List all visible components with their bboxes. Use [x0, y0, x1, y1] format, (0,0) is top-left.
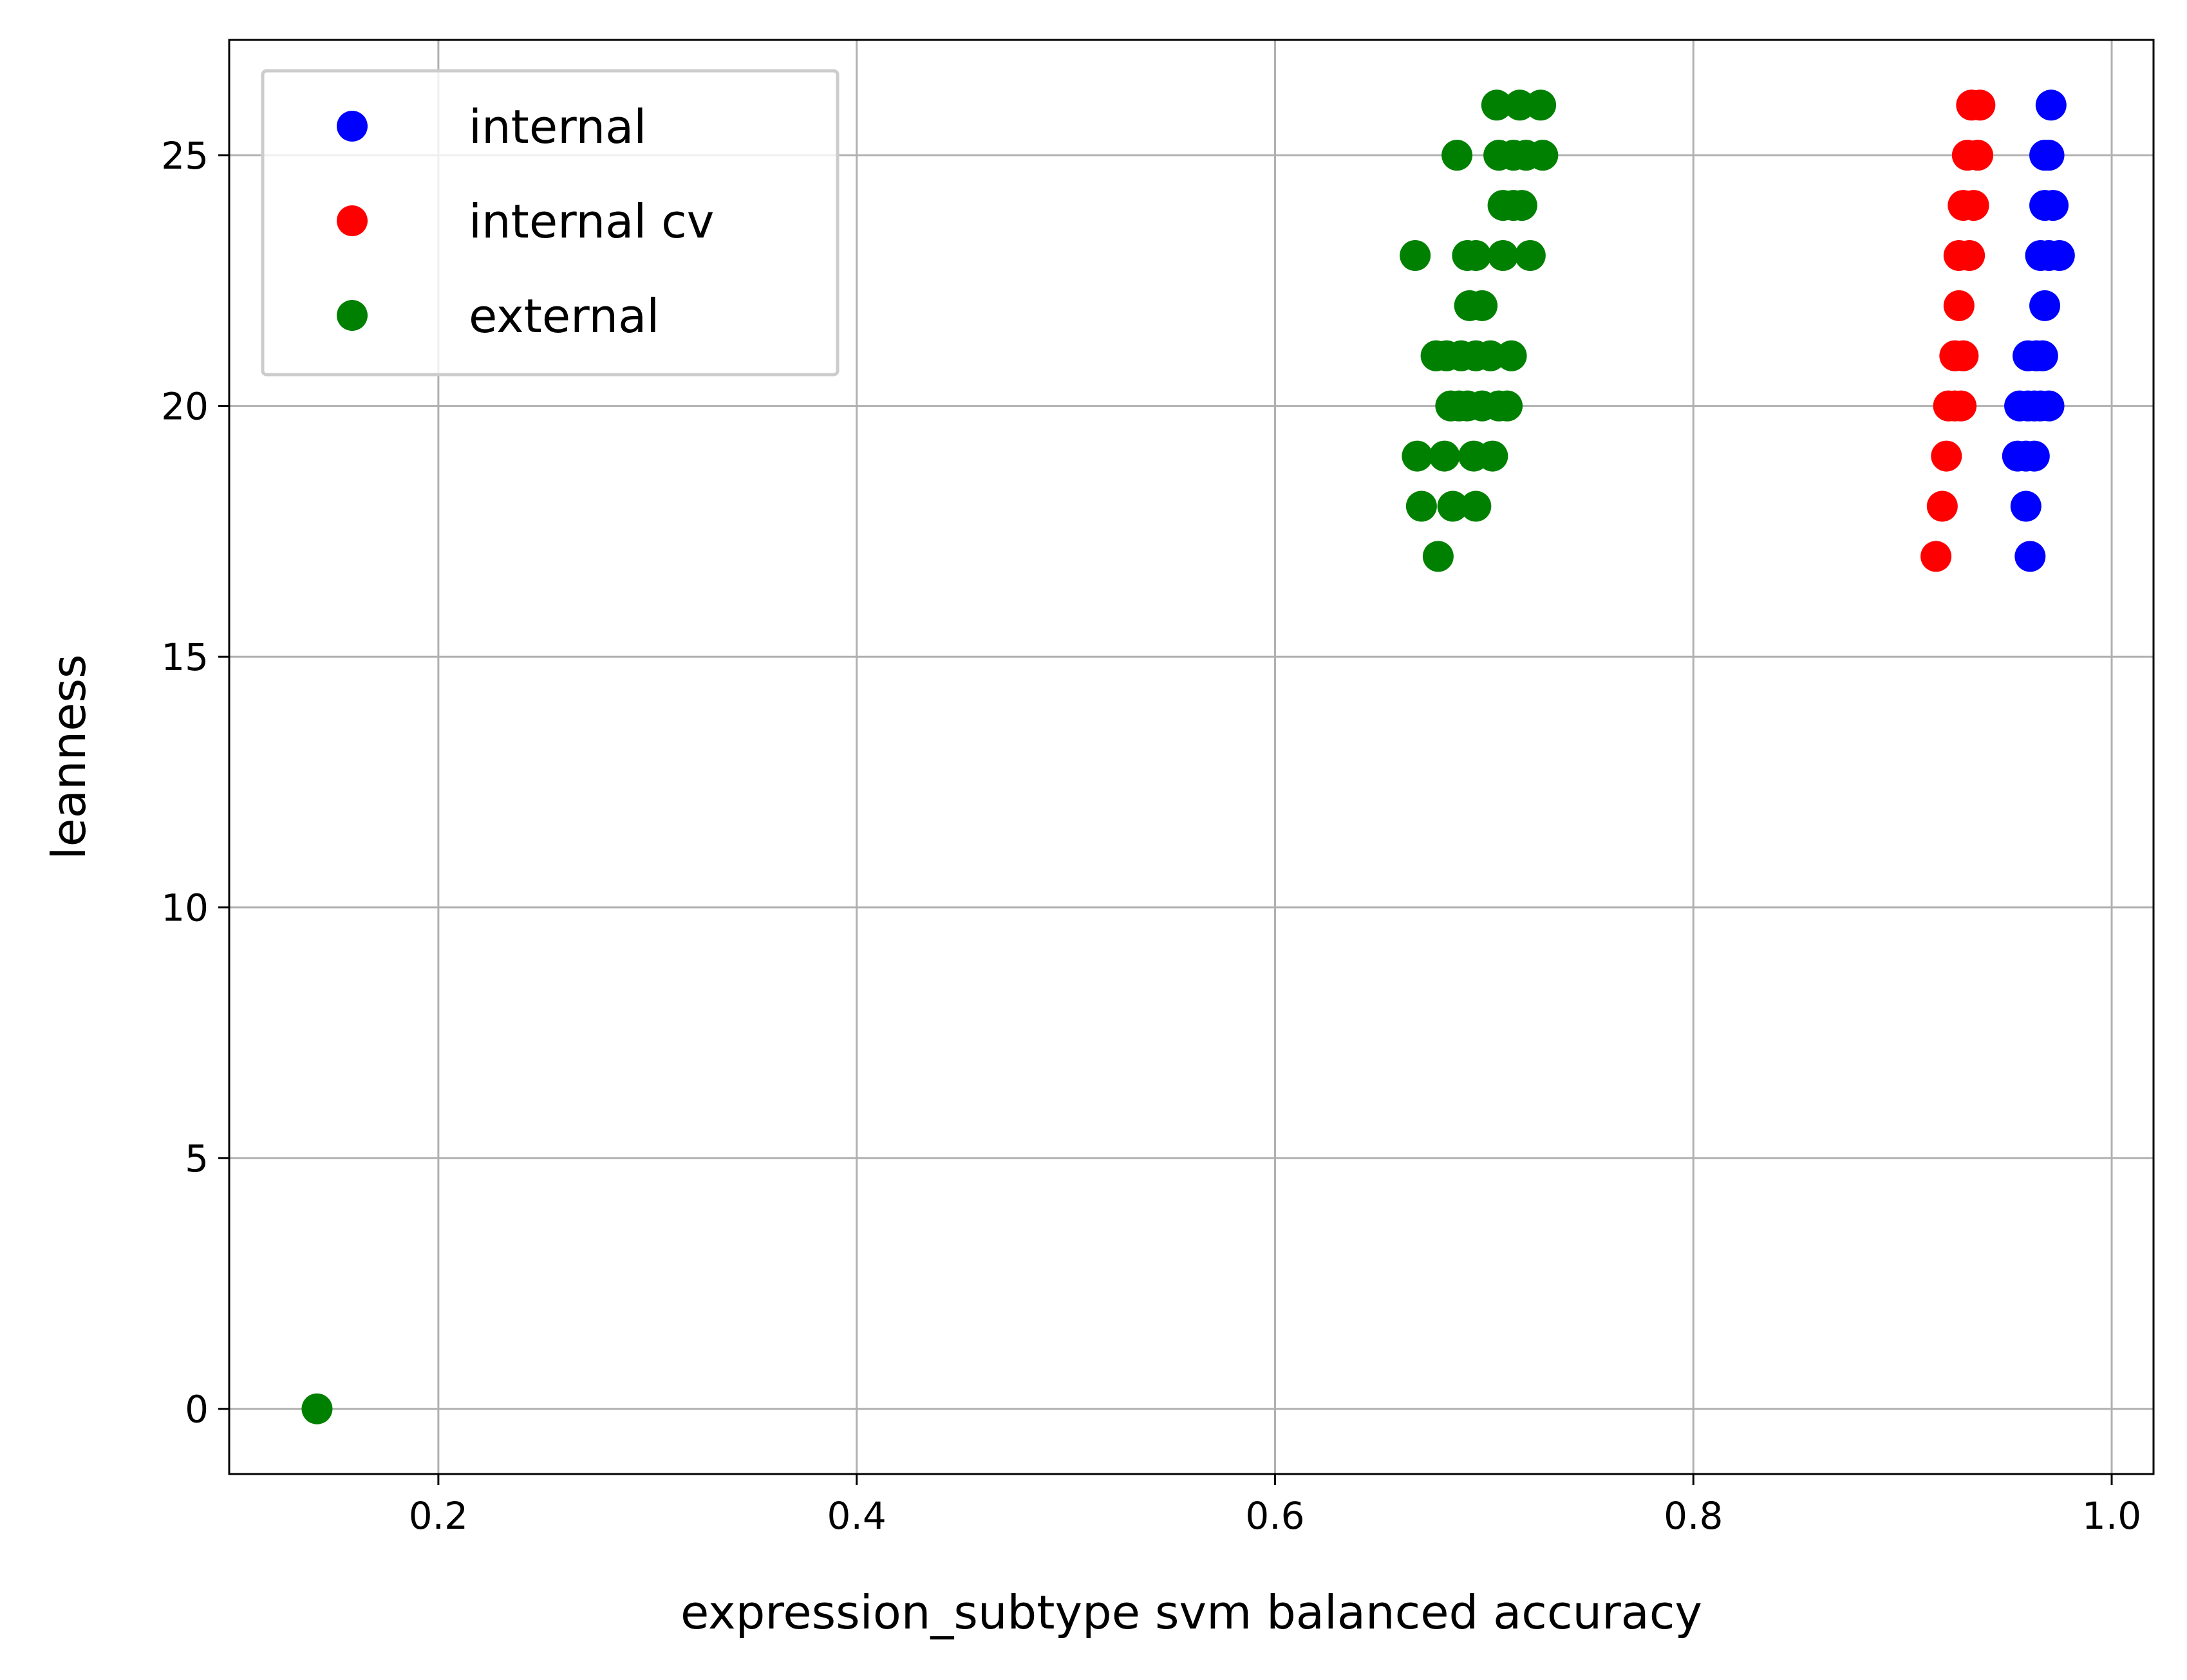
legend-label-internal-cv: internal cv [469, 194, 714, 248]
data-point [301, 1393, 333, 1424]
data-point [1962, 140, 1994, 171]
data-points [301, 89, 2075, 1424]
legend-label-external: external [469, 289, 659, 343]
y-tick-label: 25 [161, 134, 209, 178]
plot-frame [228, 39, 2155, 1475]
data-point [1958, 190, 1989, 221]
data-point [2014, 541, 2046, 572]
legend-marker-internal [337, 111, 368, 142]
legend-marker-internal-cv [337, 205, 368, 236]
legend-box [261, 69, 840, 377]
data-point [1954, 239, 1985, 271]
data-point [2027, 340, 2058, 371]
data-point [1514, 239, 1546, 271]
x-tick-label: 0.4 [827, 1494, 887, 1538]
data-point [1920, 541, 1952, 572]
data-point [1422, 541, 1454, 572]
data-point [2033, 140, 2065, 171]
data-point [2010, 490, 2042, 522]
data-point [2038, 190, 2069, 221]
data-point [1506, 190, 1537, 221]
data-point [1525, 89, 1557, 121]
data-point [1460, 490, 1492, 522]
grid [229, 40, 2154, 1474]
data-point [2033, 390, 2065, 422]
data-point [1948, 340, 1979, 371]
axis-ticks: 0.2 0.4 0.6 0.8 1.0 0 5 10 15 20 25 [161, 134, 2141, 1538]
data-point [2035, 89, 2067, 121]
data-point [1931, 440, 1962, 472]
y-tick-label: 0 [185, 1388, 209, 1432]
data-point [1402, 440, 1433, 472]
data-point [2018, 440, 2050, 472]
data-point [1460, 239, 1492, 271]
y-tick-label: 10 [161, 886, 209, 930]
data-point [1481, 89, 1512, 121]
series-external [301, 89, 1559, 1424]
data-point [2029, 290, 2061, 321]
legend-label-internal: internal [469, 100, 646, 154]
y-tick-label: 15 [161, 635, 209, 679]
data-point [1492, 390, 1523, 422]
series-internal [2002, 89, 2075, 572]
data-point [1496, 340, 1527, 371]
data-point [1437, 490, 1469, 522]
x-axis-label: expression_subtype svm balanced accuracy [681, 1585, 1702, 1639]
legend-marker-external [337, 300, 368, 331]
legend: internal internal cv external [261, 69, 840, 377]
data-point [1400, 239, 1431, 271]
data-point [1467, 290, 1498, 321]
data-point [1441, 140, 1473, 171]
data-point [1527, 140, 1559, 171]
data-point [2043, 239, 2075, 271]
series-internal-cv [1920, 89, 1996, 572]
data-point [1487, 239, 1519, 271]
x-tick-label: 0.8 [1664, 1494, 1723, 1538]
y-tick-label: 20 [161, 385, 209, 429]
data-point [1429, 440, 1460, 472]
data-point [1943, 290, 1975, 321]
x-tick-label: 0.6 [1245, 1494, 1304, 1538]
y-axis-label: leanness [42, 654, 96, 859]
y-tick-label: 5 [185, 1137, 209, 1181]
x-tick-label: 0.2 [409, 1494, 468, 1538]
data-point [1946, 390, 1977, 422]
x-tick-label: 1.0 [2082, 1494, 2141, 1538]
data-point [1964, 89, 1996, 121]
data-point [1926, 490, 1958, 522]
data-point [1405, 490, 1437, 522]
data-point [1477, 440, 1508, 472]
